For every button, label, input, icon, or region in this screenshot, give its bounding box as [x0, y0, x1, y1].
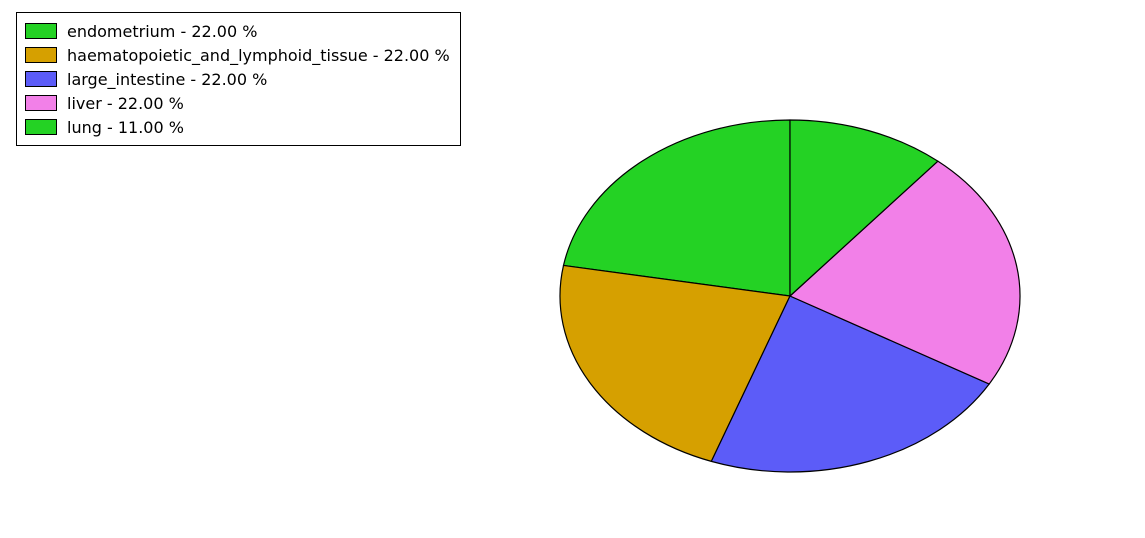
legend-swatch-large_intestine — [25, 71, 57, 87]
legend-label-large_intestine: large_intestine - 22.00 % — [67, 70, 267, 89]
legend-label-lung: lung - 11.00 % — [67, 118, 184, 137]
legend-row-liver: liver - 22.00 % — [25, 91, 450, 115]
legend-row-large_intestine: large_intestine - 22.00 % — [25, 67, 450, 91]
legend-row-endometrium: endometrium - 22.00 % — [25, 19, 450, 43]
legend-swatch-endometrium — [25, 23, 57, 39]
pie-chart-area — [555, 115, 1025, 477]
legend-label-haematopoietic_and_lymphoid_tissue: haematopoietic_and_lymphoid_tissue - 22.… — [67, 46, 450, 65]
legend-swatch-liver — [25, 95, 57, 111]
legend-swatch-haematopoietic_and_lymphoid_tissue — [25, 47, 57, 63]
legend-label-liver: liver - 22.00 % — [67, 94, 184, 113]
pie-chart-svg — [555, 115, 1025, 477]
legend-swatch-lung — [25, 119, 57, 135]
legend-row-haematopoietic_and_lymphoid_tissue: haematopoietic_and_lymphoid_tissue - 22.… — [25, 43, 450, 67]
legend-box: endometrium - 22.00 % haematopoietic_and_… — [16, 12, 461, 146]
legend-label-endometrium: endometrium - 22.00 % — [67, 22, 257, 41]
legend-row-lung: lung - 11.00 % — [25, 115, 450, 139]
